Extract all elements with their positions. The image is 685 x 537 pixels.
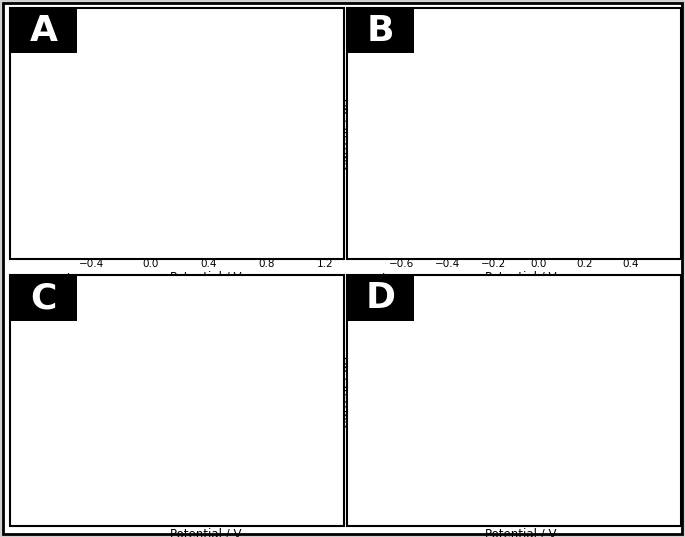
X-axis label: Potential / V: Potential / V [170, 528, 241, 537]
Y-axis label: Current / μA: Current / μA [338, 98, 351, 170]
Text: B: B [367, 13, 395, 48]
Y-axis label: Current / μA: Current / μA [338, 356, 351, 428]
Text: A: A [29, 13, 58, 48]
Y-axis label: Current / μA: Current / μA [23, 356, 36, 428]
Y-axis label: Current / μA: Current / μA [23, 98, 36, 170]
X-axis label: Potential / V: Potential / V [485, 270, 556, 283]
X-axis label: Potential / V: Potential / V [170, 270, 241, 283]
Text: C: C [30, 281, 57, 315]
X-axis label: Potential / V: Potential / V [485, 528, 556, 537]
Text: D: D [366, 281, 396, 315]
